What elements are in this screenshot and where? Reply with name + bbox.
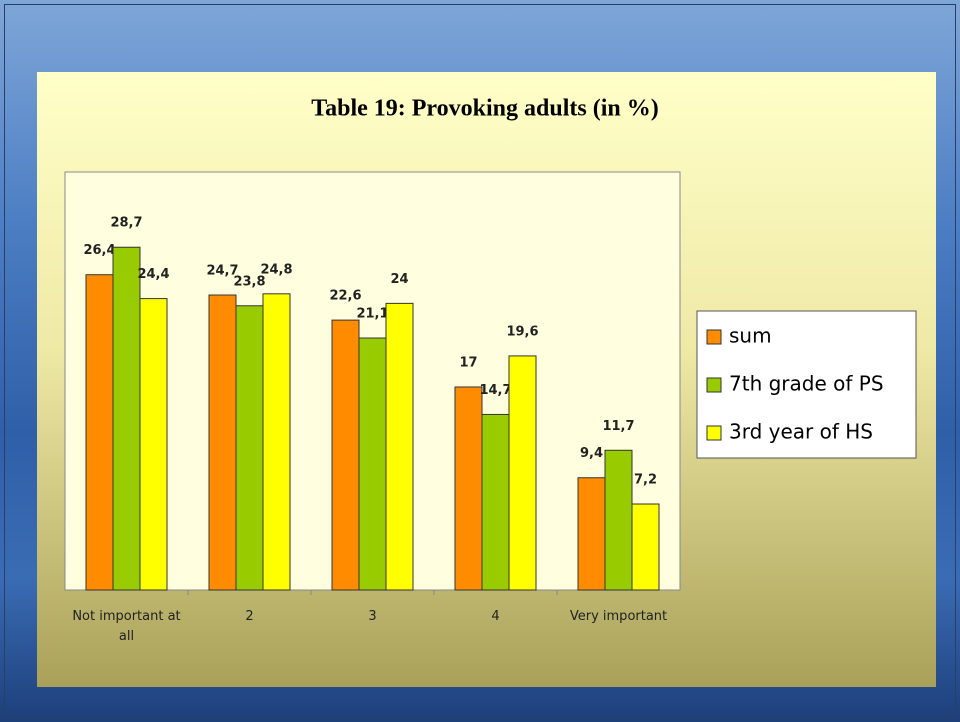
chart-title: Table 19: Provoking adults (in %) — [311, 96, 658, 122]
data-label: 26,4 — [83, 243, 115, 258]
bar — [604, 449, 633, 591]
bar — [112, 246, 141, 591]
bar — [235, 305, 264, 591]
data-label: 17 — [459, 355, 477, 370]
bar — [139, 298, 168, 591]
data-label: 11,7 — [602, 419, 634, 434]
data-label: 24,4 — [137, 267, 169, 282]
x-tick-label: 4 — [491, 609, 500, 624]
x-tick-label: 3 — [368, 609, 377, 624]
bar — [577, 477, 606, 591]
bar — [385, 302, 414, 591]
legend-label: 3rd year of HS — [729, 420, 873, 444]
bar — [85, 274, 114, 591]
data-label: 24 — [390, 272, 408, 287]
bar — [481, 413, 510, 591]
data-label: 23,8 — [233, 274, 265, 289]
data-label: 22,6 — [329, 289, 361, 304]
bar — [262, 293, 291, 591]
bar — [631, 503, 660, 591]
legend-label: 7th grade of PS — [729, 372, 884, 396]
legend-swatch — [706, 377, 722, 393]
legend-box — [696, 310, 917, 459]
data-label: 24,8 — [260, 262, 292, 277]
legend-swatch — [706, 329, 722, 345]
data-label: 21,1 — [356, 307, 388, 322]
bar — [508, 355, 537, 591]
data-label: 9,4 — [580, 446, 603, 461]
data-label: 14,7 — [479, 383, 511, 398]
bar — [358, 337, 387, 591]
slide-frame — [4, 4, 956, 718]
x-tick-label: Very important — [569, 609, 668, 624]
data-label: 7,2 — [634, 473, 657, 488]
x-tick-label: Not important at all — [72, 609, 181, 644]
legend-swatch — [706, 425, 722, 441]
data-label: 24,7 — [206, 264, 238, 279]
data-label: 19,6 — [506, 324, 538, 339]
legend-label: sum — [729, 324, 772, 348]
bar — [208, 294, 237, 591]
data-label: 28,7 — [110, 216, 142, 231]
x-tick-label: 2 — [245, 609, 254, 624]
bar — [454, 386, 483, 591]
bar — [331, 319, 360, 591]
